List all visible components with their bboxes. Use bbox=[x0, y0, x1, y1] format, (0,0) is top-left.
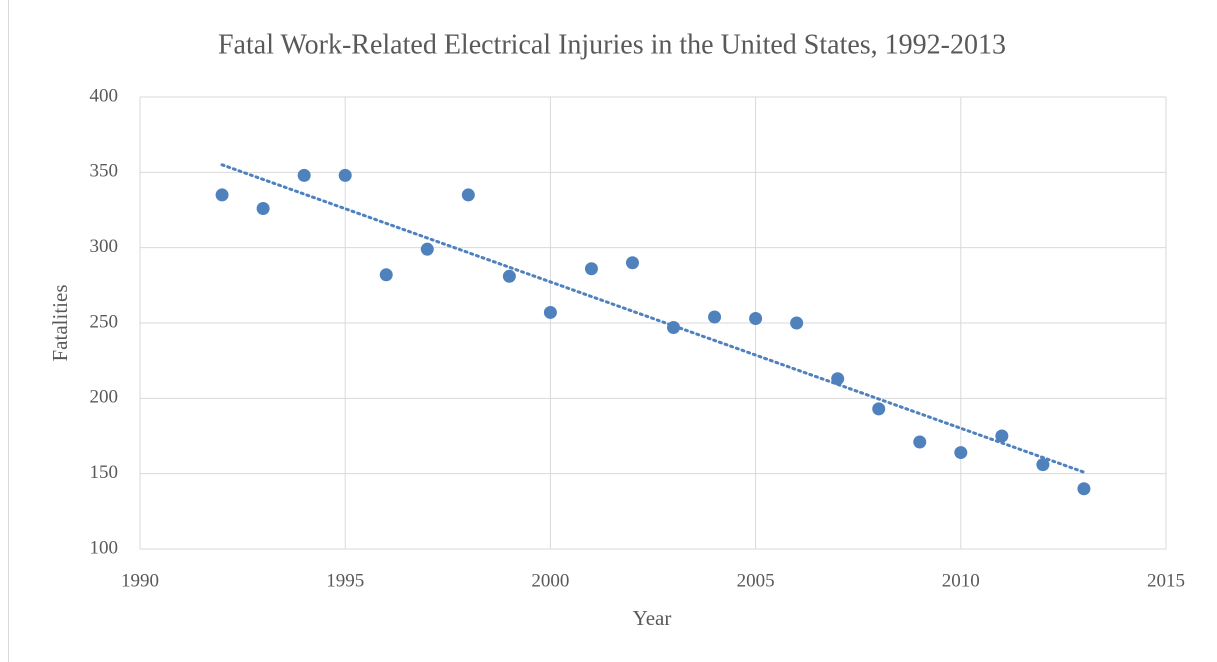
point bbox=[831, 372, 845, 386]
point bbox=[256, 201, 270, 215]
y-tick-label: 250 bbox=[90, 311, 119, 332]
x-tick-label: 2010 bbox=[942, 570, 980, 591]
point bbox=[954, 446, 968, 460]
point bbox=[749, 311, 763, 325]
y-tick-label: 350 bbox=[90, 161, 119, 182]
point bbox=[543, 305, 557, 319]
point bbox=[790, 316, 804, 330]
point bbox=[338, 168, 352, 182]
x-tick-label: 2005 bbox=[737, 570, 775, 591]
trendline bbox=[220, 163, 1086, 474]
point bbox=[1036, 458, 1050, 472]
x-tick-label: 1990 bbox=[121, 570, 159, 591]
point bbox=[584, 262, 598, 276]
y-tick-label: 150 bbox=[90, 462, 119, 483]
point bbox=[461, 188, 475, 202]
y-tick-label: 100 bbox=[90, 537, 119, 558]
x-tick-label: 1995 bbox=[326, 570, 364, 591]
point bbox=[502, 269, 516, 283]
y-tick-label: 400 bbox=[90, 85, 119, 106]
x-axis-title: Year bbox=[633, 606, 672, 630]
point bbox=[625, 256, 639, 270]
point bbox=[420, 242, 434, 256]
x-tick-label: 2000 bbox=[531, 570, 569, 591]
point bbox=[708, 310, 722, 324]
point bbox=[215, 188, 229, 202]
chart-title: Fatal Work-Related Electrical Injuries i… bbox=[218, 29, 1006, 60]
y-tick-label: 300 bbox=[90, 236, 119, 257]
point bbox=[913, 435, 927, 449]
point bbox=[1077, 482, 1091, 496]
x-tick-label: 2015 bbox=[1147, 570, 1185, 591]
point bbox=[872, 402, 886, 416]
point bbox=[667, 321, 681, 335]
point bbox=[297, 168, 311, 182]
y-tick-label: 200 bbox=[90, 387, 119, 408]
point bbox=[995, 429, 1009, 443]
y-axis-title: Fatalities bbox=[48, 285, 72, 362]
point bbox=[379, 268, 393, 282]
